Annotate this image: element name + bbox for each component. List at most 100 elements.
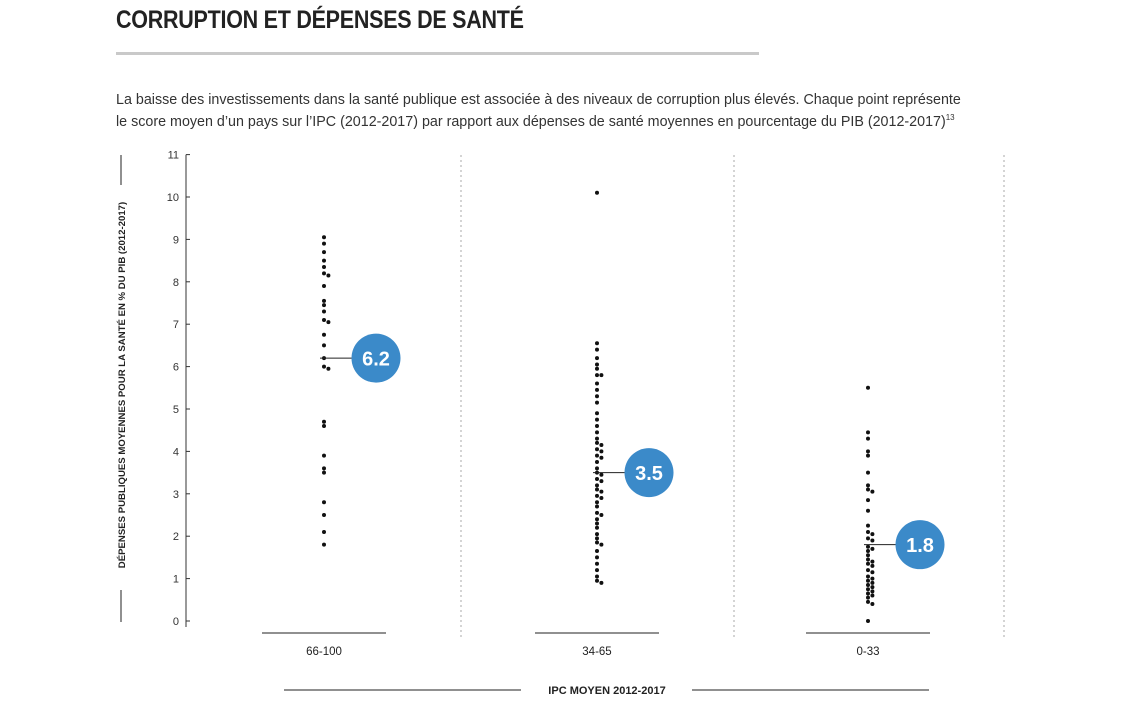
data-point bbox=[599, 455, 604, 460]
mean-badge-label: 6.2 bbox=[362, 349, 390, 371]
data-point bbox=[595, 517, 599, 522]
page-title: CORRUPTION ET DÉPENSES DE SANTÉ bbox=[116, 6, 524, 34]
data-point bbox=[866, 595, 870, 600]
data-point bbox=[866, 430, 870, 435]
data-point bbox=[866, 557, 870, 562]
mean-badge bbox=[351, 333, 401, 383]
y-tick-label: 7 bbox=[173, 319, 179, 331]
data-point bbox=[595, 341, 599, 346]
data-point bbox=[322, 317, 326, 322]
data-point bbox=[322, 303, 326, 308]
data-point bbox=[322, 264, 326, 269]
data-point bbox=[866, 619, 870, 623]
data-point bbox=[322, 250, 326, 255]
mean-badge bbox=[895, 520, 945, 570]
data-point bbox=[870, 546, 875, 551]
data-point bbox=[322, 419, 326, 424]
data-point bbox=[866, 385, 870, 390]
data-point bbox=[599, 479, 604, 484]
data-point bbox=[595, 411, 599, 416]
intro-text: La baisse des investissements dans la sa… bbox=[116, 89, 1076, 133]
data-point bbox=[326, 273, 331, 278]
data-point bbox=[866, 599, 870, 604]
data-point bbox=[866, 436, 870, 441]
data-point bbox=[595, 453, 599, 458]
data-point bbox=[866, 487, 870, 492]
data-point bbox=[322, 298, 326, 303]
data-point bbox=[870, 593, 875, 598]
data-point bbox=[866, 574, 870, 579]
data-point bbox=[599, 542, 604, 547]
data-point bbox=[870, 532, 875, 537]
data-point bbox=[322, 364, 326, 369]
data-point bbox=[866, 529, 870, 534]
mean-badge-label: 1.8 bbox=[906, 535, 934, 557]
data-point bbox=[595, 440, 599, 445]
data-point bbox=[599, 472, 604, 477]
data-point bbox=[866, 587, 870, 592]
data-point bbox=[595, 536, 599, 541]
data-point bbox=[870, 538, 875, 543]
data-point bbox=[870, 570, 875, 575]
intro-line-1: La baisse des investissements dans la sa… bbox=[116, 92, 961, 108]
footnote-ref: 13 bbox=[945, 113, 955, 123]
intro-line-2: le score moyen d’un pays sur l’IPC (2012… bbox=[116, 111, 1076, 133]
data-point bbox=[599, 449, 604, 454]
x-tick-label: 34-65 bbox=[582, 646, 611, 658]
data-point bbox=[322, 529, 326, 534]
data-point bbox=[595, 532, 599, 537]
x-tick-label: 66-100 bbox=[306, 646, 342, 658]
y-tick-label: 6 bbox=[173, 362, 179, 374]
data-point bbox=[322, 343, 326, 348]
data-point bbox=[870, 576, 875, 581]
x-tick-label: 0-33 bbox=[856, 646, 879, 658]
data-point bbox=[595, 400, 599, 405]
data-point bbox=[595, 568, 599, 573]
data-point bbox=[322, 284, 326, 289]
data-point bbox=[322, 423, 326, 428]
y-tick-label: 11 bbox=[168, 150, 179, 162]
data-point bbox=[322, 258, 326, 263]
y-tick-label: 10 bbox=[167, 192, 179, 204]
data-point bbox=[866, 568, 870, 573]
data-point bbox=[870, 589, 875, 594]
data-point bbox=[866, 449, 870, 454]
data-point bbox=[599, 580, 604, 585]
data-point bbox=[595, 483, 599, 488]
data-point bbox=[599, 373, 604, 378]
data-point bbox=[866, 578, 870, 583]
data-point bbox=[870, 585, 875, 590]
data-point bbox=[326, 320, 331, 325]
data-point bbox=[326, 366, 331, 371]
data-point bbox=[595, 460, 599, 464]
data-point bbox=[866, 544, 870, 549]
data-point bbox=[595, 525, 599, 530]
y-tick-label: 5 bbox=[173, 404, 179, 416]
y-tick-label: 8 bbox=[173, 277, 179, 289]
data-point bbox=[595, 500, 599, 505]
data-point bbox=[595, 578, 599, 583]
y-tick-label: 4 bbox=[173, 446, 179, 458]
y-tick-label: 3 bbox=[173, 489, 179, 501]
data-point bbox=[322, 271, 326, 276]
data-point bbox=[866, 483, 870, 488]
data-point bbox=[322, 241, 326, 246]
data-point bbox=[595, 430, 599, 435]
data-point bbox=[595, 549, 599, 554]
data-point bbox=[599, 443, 604, 448]
data-point bbox=[595, 366, 599, 371]
data-point bbox=[866, 553, 870, 558]
data-point bbox=[322, 500, 326, 505]
data-point bbox=[595, 356, 599, 361]
mean-badge-label: 3.5 bbox=[635, 463, 663, 485]
data-point bbox=[866, 591, 870, 596]
data-point bbox=[595, 510, 599, 515]
data-point bbox=[595, 387, 599, 392]
data-point bbox=[866, 523, 870, 528]
data-point bbox=[595, 417, 599, 422]
data-point bbox=[866, 536, 870, 541]
title-divider bbox=[116, 52, 759, 55]
data-point bbox=[866, 561, 870, 566]
data-point bbox=[595, 190, 599, 195]
